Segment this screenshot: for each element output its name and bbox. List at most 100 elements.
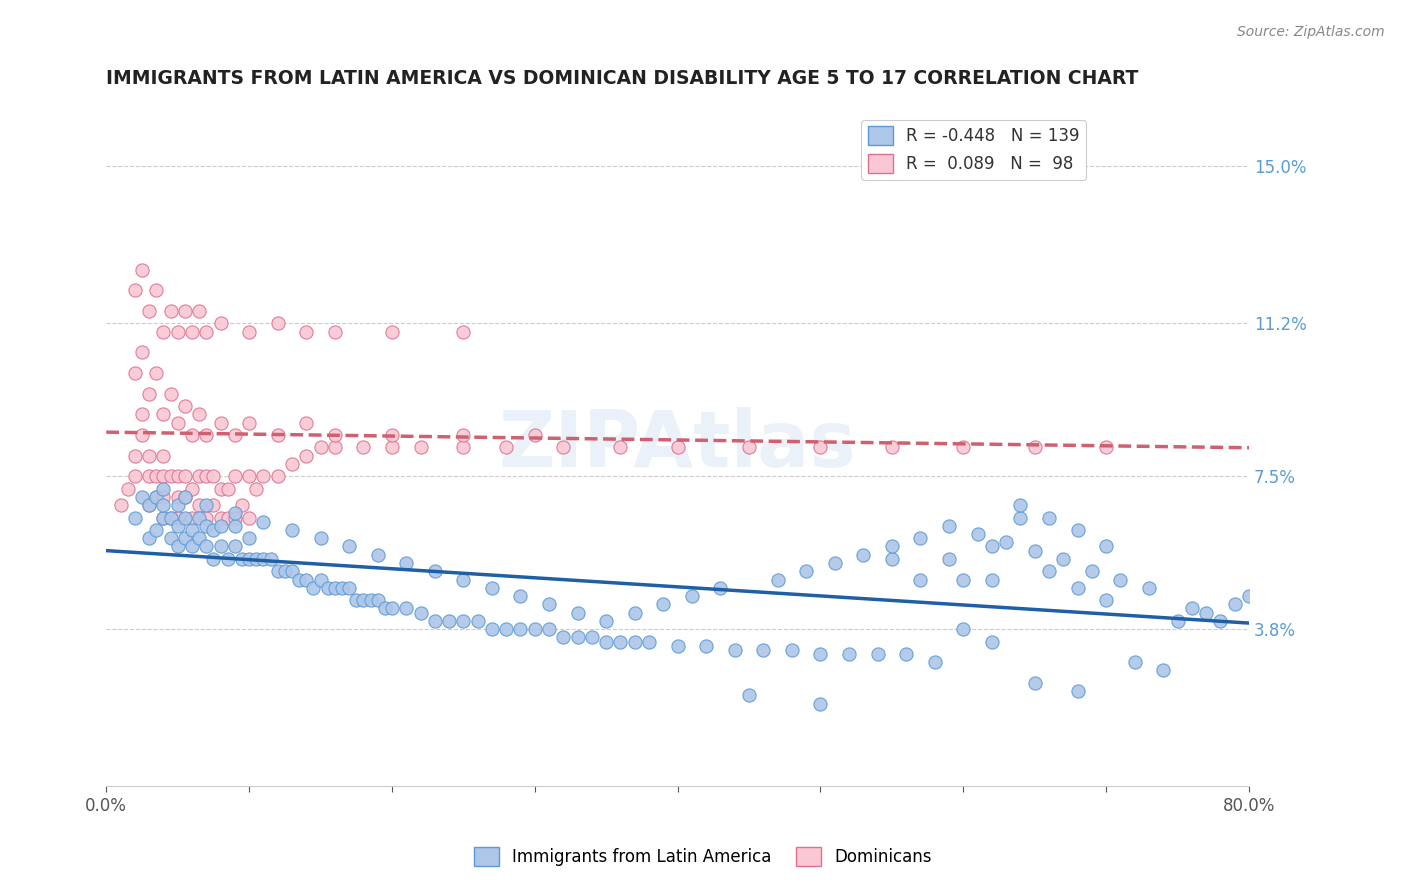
Point [159,510,181,524]
Point [209,518,232,533]
Point [224,518,246,533]
Point [1052,552,1074,566]
Point [609,634,631,648]
Point [453,440,475,454]
Point [224,507,246,521]
Point [295,449,318,463]
Point [1209,614,1232,628]
Point [209,317,232,331]
Point [623,634,645,648]
Point [173,399,195,413]
Point [681,589,703,603]
Point [1038,510,1060,524]
Point [295,416,318,430]
Point [209,416,232,430]
Point [810,440,832,454]
Point [159,386,181,401]
Point [145,523,167,537]
Point [666,639,689,653]
Point [274,564,297,578]
Point [195,518,218,533]
Point [323,325,346,339]
Point [266,317,288,331]
Point [924,655,946,669]
Point [281,457,304,471]
Point [1095,540,1118,554]
Point [202,552,225,566]
Point [302,581,325,595]
Point [288,573,311,587]
Point [509,622,531,636]
Point [567,631,589,645]
Point [1237,589,1260,603]
Point [374,601,396,615]
Point [309,440,332,454]
Point [166,490,188,504]
Point [367,593,389,607]
Point [224,510,246,524]
Text: IMMIGRANTS FROM LATIN AMERICA VS DOMINICAN DISABILITY AGE 5 TO 17 CORRELATION CH: IMMIGRANTS FROM LATIN AMERICA VS DOMINIC… [107,69,1139,87]
Point [360,593,382,607]
Point [337,540,360,554]
Point [131,262,153,277]
Point [1123,655,1146,669]
Point [117,482,139,496]
Point [238,531,260,545]
Point [467,614,489,628]
Point [188,510,211,524]
Point [1223,598,1246,612]
Point [523,622,546,636]
Point [980,573,1002,587]
Point [245,482,267,496]
Point [581,631,603,645]
Point [152,498,174,512]
Point [1081,564,1104,578]
Point [159,510,181,524]
Point [281,564,304,578]
Point [966,527,988,541]
Point [866,647,889,661]
Point [952,573,974,587]
Point [1010,510,1032,524]
Point [173,490,195,504]
Point [1095,440,1118,454]
Point [980,540,1002,554]
Point [138,531,160,545]
Point [145,366,167,380]
Point [910,573,932,587]
Point [595,634,617,648]
Point [152,510,174,524]
Point [352,440,374,454]
Point [595,614,617,628]
Point [195,540,218,554]
Point [381,325,404,339]
Point [395,601,418,615]
Point [238,416,260,430]
Point [1066,523,1088,537]
Point [131,490,153,504]
Point [231,552,253,566]
Point [423,614,446,628]
Point [152,325,174,339]
Point [131,345,153,359]
Point [952,440,974,454]
Point [110,498,132,512]
Point [323,428,346,442]
Point [202,498,225,512]
Point [138,498,160,512]
Point [295,573,318,587]
Point [980,634,1002,648]
Point [1024,440,1046,454]
Point [231,498,253,512]
Point [266,428,288,442]
Point [138,386,160,401]
Point [188,469,211,483]
Point [567,606,589,620]
Point [266,469,288,483]
Point [1195,606,1218,620]
Point [166,518,188,533]
Point [152,490,174,504]
Point [217,482,239,496]
Point [1038,564,1060,578]
Point [309,573,332,587]
